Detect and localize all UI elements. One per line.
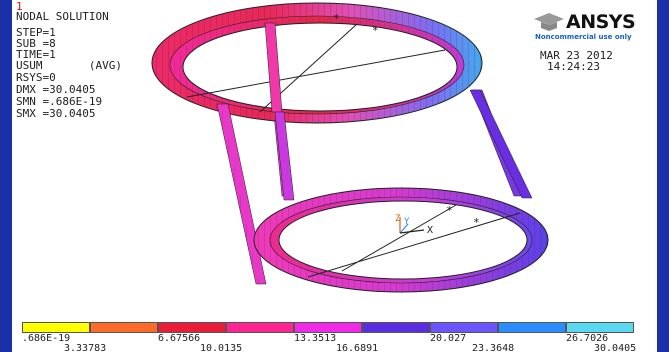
left-border <box>0 0 12 352</box>
top-ring: * * <box>151 2 483 124</box>
node-marker: * <box>333 12 340 25</box>
graduation-cap-icon <box>534 13 564 31</box>
legend-color-swatch <box>22 322 90 333</box>
legend-label: 13.3513 <box>294 333 337 344</box>
legend-color-swatch <box>294 322 362 333</box>
ansys-logo: ANSYS Noncommercial use only <box>532 10 652 42</box>
right-border <box>657 0 669 352</box>
triad-z-label: Z <box>395 214 401 224</box>
info-time: TIME=1 <box>16 48 56 61</box>
node-marker: * <box>372 24 379 37</box>
legend-color-swatch <box>226 322 294 333</box>
legend-label: 20.027 <box>430 333 467 344</box>
info-step: STEP=1 <box>16 26 56 39</box>
bottom-ring: * * <box>253 187 549 293</box>
info-rsys: RSYS=0 <box>16 71 56 84</box>
legend-color-swatch <box>430 322 498 333</box>
legend-label: 30.0405 <box>594 343 637 352</box>
node-marker: * <box>446 204 453 217</box>
graphics-window[interactable]: 1 NODAL SOLUTION STEP=1 SUB =8 TIME=1 US… <box>12 0 657 352</box>
triad-x-label: X <box>427 225 433 236</box>
legend-label: 23.3648 <box>472 343 515 352</box>
plot-date: MAR 23 2012 <box>540 49 613 62</box>
info-dmx: DMX =30.0405 <box>16 83 96 96</box>
legend-color-swatch <box>158 322 226 333</box>
logo-text: ANSYS <box>566 11 636 33</box>
info-usum: USUM (AVG) <box>16 59 122 72</box>
contour-legend: .686E-19 6.67566 13.3513 20.027 26.7026 3.33… <box>22 322 637 352</box>
legend-color-swatch <box>566 322 634 333</box>
logo-subtitle: Noncommercial use only <box>535 33 632 41</box>
legend-color-swatch <box>362 322 430 333</box>
legend-label: 3.33783 <box>64 343 107 352</box>
triad: Z Y X <box>395 214 433 236</box>
plot-title: NODAL SOLUTION <box>16 10 109 23</box>
info-smx: SMX =30.0405 <box>16 107 96 120</box>
legend-label: 16.6891 <box>336 343 379 352</box>
legend-label: 6.67566 <box>158 333 201 344</box>
legend-color-swatch <box>90 322 158 333</box>
node-marker: * <box>473 216 480 229</box>
info-smn: SMN =.686E-19 <box>16 95 103 108</box>
legend-label: 10.0135 <box>200 343 243 352</box>
window-number: 1 <box>16 0 23 13</box>
legend-label: .686E-19 <box>22 333 71 344</box>
info-sub: SUB =8 <box>16 37 56 50</box>
model-plot[interactable]: * * * * Z Y X <box>12 0 657 322</box>
legend-label: 26.7026 <box>566 333 609 344</box>
plot-time: 14:24:23 <box>547 60 600 73</box>
triad-y-label: Y <box>404 217 410 227</box>
legend-color-swatch <box>498 322 566 333</box>
